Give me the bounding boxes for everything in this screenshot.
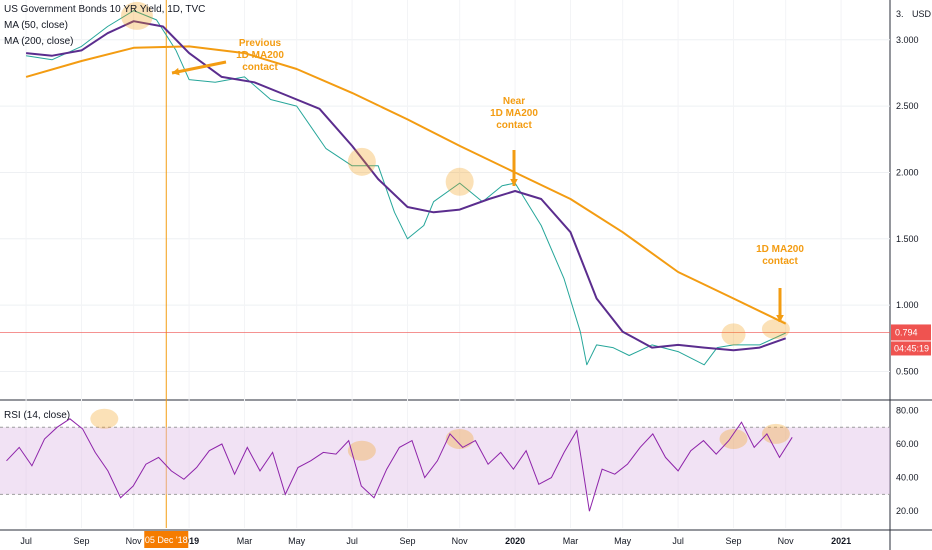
annotation-arrow xyxy=(171,60,227,75)
highlight-ellipse xyxy=(445,167,474,196)
time-tick-label: Mar xyxy=(563,536,579,546)
rsi-highlight-ellipse xyxy=(719,428,748,449)
rsi-title[interactable]: RSI (14, close) xyxy=(4,410,71,421)
highlight-ellipse xyxy=(761,319,790,340)
price-tick-label: 2.000 xyxy=(896,167,919,177)
time-tick-label: 2020 xyxy=(505,536,525,546)
annotation-text: Near xyxy=(503,96,525,107)
highlight-ellipse xyxy=(347,147,376,176)
time-tick-label: Sep xyxy=(400,536,416,546)
chart-title: US Government Bonds 10 YR Yield, 1D, TVC xyxy=(4,4,206,15)
price-tick-label: 1.000 xyxy=(896,300,919,310)
annotation-text: 1D MA200 xyxy=(236,50,284,61)
time-tick-label: Nov xyxy=(126,536,143,546)
price-tick-label: 3.000 xyxy=(896,35,919,45)
annotation-text: 1D MA200 xyxy=(490,108,538,119)
time-tick-label: May xyxy=(288,536,306,546)
ma200-line xyxy=(25,45,787,325)
rsi-highlight-ellipse xyxy=(761,423,790,444)
time-tick-label: Sep xyxy=(73,536,89,546)
countdown-label: 04:45:19 xyxy=(894,343,929,353)
time-tick-label: Nov xyxy=(452,536,469,546)
rsi-highlight-ellipse xyxy=(445,428,474,449)
rsi-tick-label: 80.00 xyxy=(896,405,919,415)
annotation-arrow-head xyxy=(172,67,180,76)
legend-ma200[interactable]: MA (200, close) xyxy=(4,36,74,47)
currency-label: USD xyxy=(912,9,932,19)
time-tick-label: Jul xyxy=(672,536,684,546)
rsi-tick-label: 60.00 xyxy=(896,439,919,449)
rsi-tick-label: 40.00 xyxy=(896,473,919,483)
price-close-line xyxy=(26,10,786,366)
time-tick-label: May xyxy=(614,536,632,546)
highlight-ellipse xyxy=(721,323,746,346)
crosshair-date-label: 05 Dec '18 xyxy=(145,535,188,545)
rsi-tick-label: 20.00 xyxy=(896,506,919,516)
annotation-text: 1D MA200 xyxy=(756,244,804,255)
rsi-highlight-ellipse xyxy=(347,440,376,461)
time-tick-label: 2019 xyxy=(179,536,199,546)
countdown-badge xyxy=(891,341,931,356)
price-tick-label: 1.500 xyxy=(896,234,919,244)
current-price-label: 0.794 xyxy=(895,327,918,337)
rsi-line xyxy=(6,418,793,512)
annotation-text: contact xyxy=(762,256,798,267)
price-tick-label: 3. xyxy=(896,9,904,19)
annotation-text: contact xyxy=(242,62,278,73)
highlight-ellipse xyxy=(120,1,153,30)
time-tick-label: Mar xyxy=(237,536,253,546)
annotation-arrow-head xyxy=(776,314,784,322)
legend-ma50[interactable]: MA (50, close) xyxy=(4,20,68,31)
time-tick-label: Sep xyxy=(726,536,742,546)
price-tick-label: 0.500 xyxy=(896,366,919,376)
time-tick-label: Jul xyxy=(20,536,32,546)
annotation-arrow-head xyxy=(510,178,518,186)
annotation-text: contact xyxy=(496,120,532,131)
time-tick-label: 2021 xyxy=(831,536,851,546)
crosshair-date-badge xyxy=(144,531,189,548)
rsi-band xyxy=(0,427,890,495)
price-tick-label: 2.500 xyxy=(896,101,919,111)
time-tick-label: Jul xyxy=(346,536,358,546)
time-tick-label: Nov xyxy=(778,536,795,546)
ma50-line xyxy=(26,20,787,352)
rsi-highlight-ellipse xyxy=(90,408,119,429)
annotation-text: Previous xyxy=(239,38,282,49)
current-price-badge xyxy=(891,324,931,341)
